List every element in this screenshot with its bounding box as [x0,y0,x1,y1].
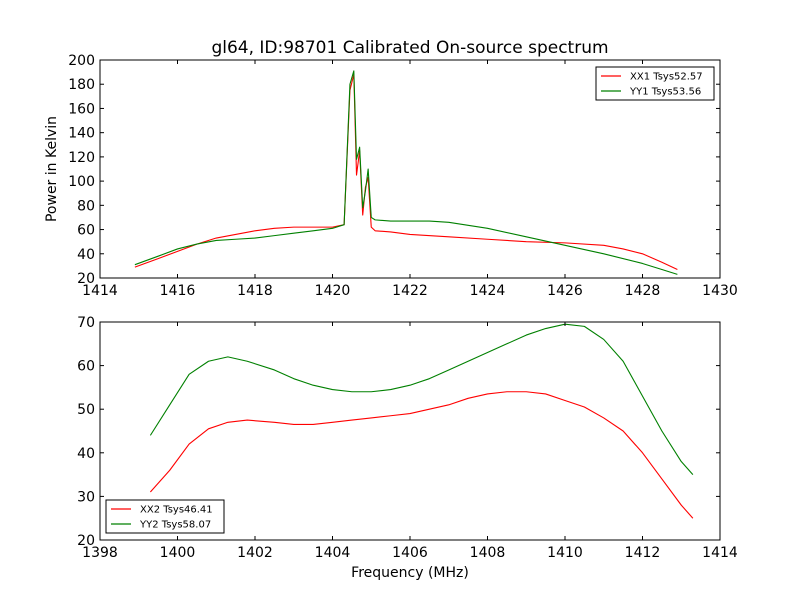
chart-title: gl64, ID:98701 Calibrated On-source spec… [211,38,608,58]
bottom-chart: 1398 1400 1402 1404 1406 1408 1410 1412 1414 20 30… [77,315,738,581]
series-line-0 [149,391,694,519]
legend: XX1 Tsys52.57 YY1 Tsys53.56 [595,66,715,101]
x-tick-label: 1402 [237,545,273,561]
y-tick-label: 100 [68,174,95,190]
y-tick-label: 120 [68,150,95,166]
y-tick-label: 40 [77,247,95,263]
y-axis-label: Power in Kelvin [44,116,60,222]
y-tick-label: 80 [77,198,95,214]
y-tick-label: 50 [77,402,95,418]
x-tick-label: 1400 [160,545,196,561]
y-tick-label: 70 [77,315,95,331]
y-tick-label: 200 [68,53,95,69]
x-tick-label: 1412 [625,545,661,561]
x-tick-label: 1416 [160,283,196,299]
legend: XX2 Tsys46.41 YY2 Tsys58.07 [105,499,225,534]
x-tick-label: 1430 [702,283,738,299]
y-tick-label: 60 [77,223,95,239]
y-tick-label: 160 [68,101,95,117]
y-tick-label: 140 [68,126,95,142]
top-chart: 1414 1416 1418 1420 1422 1424 1426 1428 1430 20 40… [44,38,738,299]
y-tick-label: 20 [77,271,95,287]
x-tick-label: 1410 [547,545,583,561]
x-tick-label: 1420 [315,283,351,299]
y-tick-label: 40 [77,446,95,462]
y-tick-label: 180 [68,77,95,93]
legend-box [595,66,715,101]
legend-label-0: XX2 Tsys46.41 [140,505,213,516]
x-tick-label: 1424 [470,283,506,299]
x-tick-label: 1404 [315,545,351,561]
x-tick-label: 1426 [547,283,583,299]
series-line-1 [149,323,694,475]
legend-label-0: XX1 Tsys52.57 [630,72,703,83]
legend-label-1: YY1 Tsys53.56 [629,87,701,98]
x-axis-label: Frequency (MHz) [351,565,469,581]
x-tick-label: 1428 [625,283,661,299]
y-tick-label: 30 [77,489,95,505]
y-tick-label: 20 [77,533,95,549]
legend-box [105,499,225,534]
x-tick-label: 1418 [237,283,273,299]
x-tick-label: 1408 [470,545,506,561]
x-tick-label: 1398 [82,545,118,561]
y-tick-label: 60 [77,359,95,375]
x-tick-label: 1414 [702,545,738,561]
x-tick-label: 1422 [392,283,428,299]
x-tick-label: 1414 [82,283,118,299]
legend-label-1: YY2 Tsys58.07 [139,520,211,531]
x-tick-label: 1406 [392,545,428,561]
series-line-1 [134,70,678,275]
